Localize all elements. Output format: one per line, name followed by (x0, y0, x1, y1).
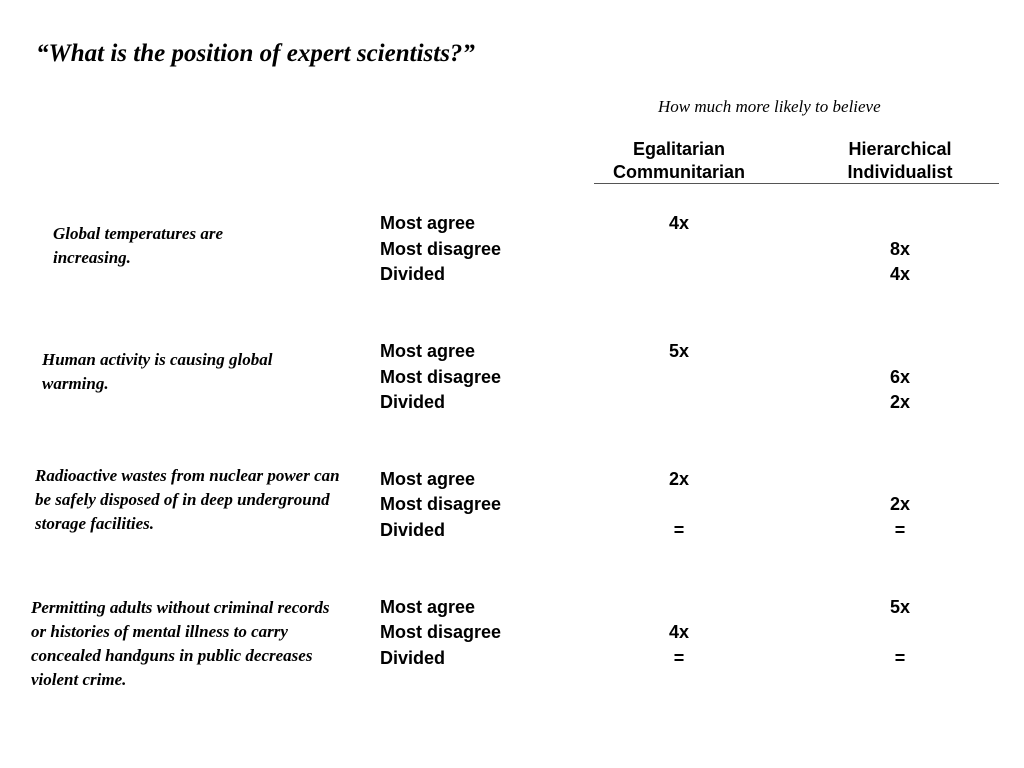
block-3-egalitarian-most-agree: 2x (668, 469, 690, 489)
block-2-hierarchical-divided: 2x (889, 392, 911, 412)
block-3-label-most-agree: Most agree (380, 469, 476, 489)
block-2-hierarchical-most-disagree: 6x (889, 367, 911, 387)
block-1-egalitarian-most-agree: 4x (668, 213, 690, 233)
block-2-label-divided: Divided (380, 392, 446, 412)
statement-4: Permitting adults without criminal recor… (31, 598, 330, 689)
block-1-hierarchical-divided: 4x (889, 264, 911, 284)
table-subtitle: How much more likely to believe (658, 97, 881, 116)
block-2-label-most-disagree: Most disagree (380, 367, 502, 387)
statement-2: Human activity is causing global warming… (42, 350, 273, 393)
column-header-hierarchical: Hierarchical Individualist (800, 138, 1000, 184)
slide-title: “What is the position of expert scientis… (36, 40, 475, 67)
block-4-hierarchical-divided: = (894, 648, 906, 668)
block-1-label-most-agree: Most agree (380, 213, 476, 233)
block-4-hierarchical-most-agree: 5x (889, 597, 911, 617)
block-4-label-most-agree: Most agree (380, 597, 476, 617)
block-3-label-divided: Divided (380, 520, 446, 540)
block-4-label-divided: Divided (380, 648, 446, 668)
statement-3: Radioactive wastes from nuclear power ca… (35, 466, 340, 533)
header-divider (594, 183, 999, 184)
block-3-hierarchical-most-disagree: 2x (889, 494, 911, 514)
block-3-egalitarian-divided: = (673, 520, 685, 540)
block-3-label-most-disagree: Most disagree (380, 494, 502, 514)
block-3-hierarchical-divided: = (894, 520, 906, 540)
column-header-egalitarian: Egalitarian Communitarian (579, 138, 779, 184)
column-header-hierarchical-line2: Individualist (847, 162, 953, 182)
block-1-hierarchical-most-disagree: 8x (889, 239, 911, 259)
block-2-egalitarian-most-agree: 5x (668, 341, 690, 361)
block-1-label-most-disagree: Most disagree (380, 239, 502, 259)
block-4-egalitarian-divided: = (673, 648, 685, 668)
column-header-egalitarian-line2: Communitarian (612, 162, 745, 182)
block-4-label-most-disagree: Most disagree (380, 622, 502, 642)
block-1-label-divided: Divided (380, 264, 446, 284)
column-header-hierarchical-line1: Hierarchical (848, 139, 952, 159)
column-header-egalitarian-line1: Egalitarian (632, 139, 726, 159)
block-2-label-most-agree: Most agree (380, 341, 476, 361)
block-4-egalitarian-most-disagree: 4x (668, 622, 690, 642)
statement-1: Global temperatures are increasing. (53, 224, 223, 267)
